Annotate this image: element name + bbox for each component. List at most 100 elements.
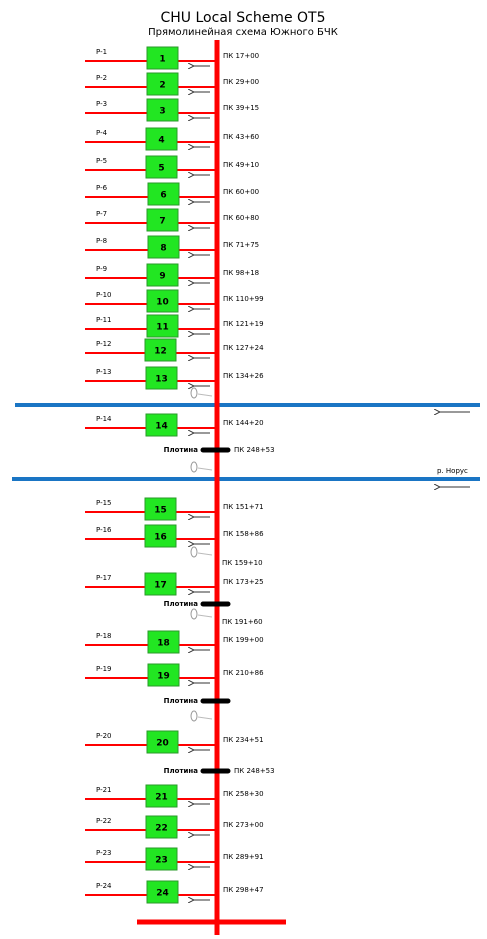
structure-number: 24 <box>156 889 169 899</box>
branch-label: P-10 <box>96 291 112 299</box>
pk-label: ПК 151+71 <box>223 503 264 511</box>
pk-label: ПК 49+10 <box>223 161 259 169</box>
pk-label: ПК 17+00 <box>223 52 259 60</box>
branch-label: P-13 <box>96 368 112 376</box>
structure-box <box>146 72 179 96</box>
branch-label: P-5 <box>96 157 107 165</box>
dam-label: Плотина <box>164 767 199 775</box>
structure-number: 5 <box>158 164 164 174</box>
culvert-line <box>197 614 213 618</box>
branch-label: P-6 <box>96 184 108 192</box>
structure-number: 19 <box>157 672 170 682</box>
structure-number: 17 <box>154 581 167 591</box>
dam-label: Плотина <box>164 446 199 454</box>
structure-box <box>144 524 177 548</box>
branch-label: P-14 <box>96 415 112 423</box>
pk-label: ПК 110+99 <box>223 295 264 303</box>
structure-box <box>144 572 177 596</box>
culvert-line <box>197 552 213 556</box>
structure-number: 13 <box>155 375 168 385</box>
pk-label: ПК 289+91 <box>223 853 264 861</box>
structure-box <box>146 314 179 338</box>
structure-box <box>146 880 179 904</box>
dam-label: Плотина <box>164 600 199 608</box>
pk-label: ПК 43+60 <box>223 133 259 141</box>
structure-number: 16 <box>154 533 167 543</box>
branch-label: P-22 <box>96 817 112 825</box>
structure-box <box>146 289 179 313</box>
subtitle: Прямолинейная схема Южного БЧК <box>148 27 338 38</box>
structure-box <box>146 730 179 754</box>
branch-label: P-8 <box>96 237 107 245</box>
pk-label: ПК 234+51 <box>223 736 264 744</box>
branch-label: P-23 <box>96 849 112 857</box>
dam-label: Плотина <box>164 697 199 705</box>
structure-number: 6 <box>160 191 166 201</box>
structure-number: 15 <box>154 506 167 516</box>
pk-label: ПК 98+18 <box>223 269 259 277</box>
structure-box <box>146 46 179 70</box>
branch-label: P-20 <box>96 732 112 740</box>
culvert-line <box>197 716 213 720</box>
structure-number: 3 <box>159 107 165 117</box>
pk-label: ПК 39+15 <box>223 104 259 112</box>
pk-label: ПК 173+25 <box>223 578 264 586</box>
structure-box <box>144 338 177 362</box>
branch-label: P-17 <box>96 574 112 582</box>
dam-pk: ПК 248+53 <box>234 446 275 454</box>
branch-label: P-1 <box>96 48 107 56</box>
structure-number: 23 <box>155 856 168 866</box>
branch-label: P-2 <box>96 74 107 82</box>
pk-label: ПК 134+26 <box>223 372 264 380</box>
structure-box <box>147 630 180 654</box>
structure-box <box>146 98 179 122</box>
culvert-line <box>197 467 213 471</box>
culvert-icon <box>190 546 198 558</box>
culvert-icon <box>190 710 198 722</box>
branch-label: P-11 <box>96 316 112 324</box>
branch-label: P-7 <box>96 210 107 218</box>
pk-label: ПК 158+86 <box>223 530 264 538</box>
elements: 1 P-1 ПК 17+00 2 P-2 ПК 29+00 3 P-3 ПК 39+15 4 P-4… <box>85 46 275 904</box>
pk-label: ПК 210+86 <box>223 669 264 677</box>
structure-box <box>145 413 178 437</box>
pk-label: ПК 60+80 <box>223 214 259 222</box>
pk-label: ПК 144+20 <box>223 419 264 427</box>
structure-box <box>147 235 180 259</box>
branch-label: P-21 <box>96 786 112 794</box>
pk-label: ПК 191+60 <box>222 618 263 626</box>
pk-label: ПК 199+00 <box>223 636 264 644</box>
culvert-icon <box>190 608 198 620</box>
pk-label: ПК 121+19 <box>223 320 264 328</box>
culvert-icon <box>190 461 198 473</box>
structure-number: 2 <box>159 81 165 91</box>
structure-box <box>147 182 180 206</box>
structure-number: 11 <box>156 323 169 333</box>
culvert-icon <box>190 387 198 399</box>
structure-number: 22 <box>155 824 168 834</box>
structure-number: 20 <box>156 739 169 749</box>
pk-label: ПК 60+00 <box>223 188 259 196</box>
branch-label: P-15 <box>96 499 112 507</box>
structure-number: 4 <box>158 136 164 146</box>
structure-box <box>145 127 178 151</box>
branch-label: P-9 <box>96 265 107 273</box>
structure-box <box>145 155 178 179</box>
branch-label: P-12 <box>96 340 112 348</box>
structure-box <box>146 208 179 232</box>
river-label: р. Норус <box>437 467 468 475</box>
structure-number: 21 <box>155 793 168 803</box>
structure-number: 1 <box>159 55 165 65</box>
structure-box <box>145 366 178 390</box>
branch-label: P-3 <box>96 100 107 108</box>
structure-number: 9 <box>159 272 165 282</box>
structure-box <box>144 497 177 521</box>
pk-label: ПК 258+30 <box>223 790 264 798</box>
structure-number: 12 <box>154 347 167 357</box>
branch-label: P-24 <box>96 882 112 890</box>
structure-number: 10 <box>156 298 169 308</box>
structure-box <box>147 663 180 687</box>
dam-pk: ПК 248+53 <box>234 767 275 775</box>
pk-label: ПК 127+24 <box>223 344 264 352</box>
